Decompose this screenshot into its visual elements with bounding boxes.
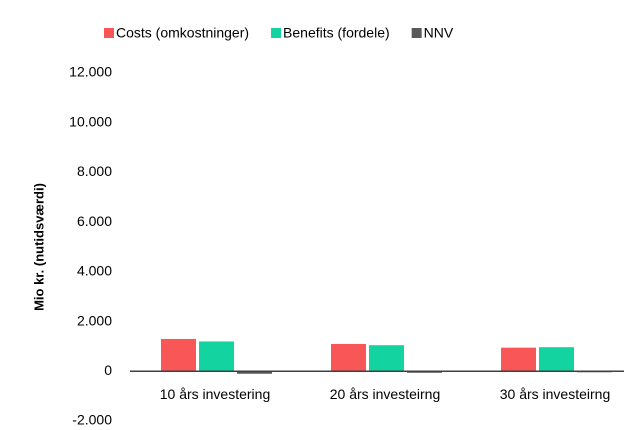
y-tick-label: 10.000 <box>69 113 112 129</box>
bar <box>369 345 404 372</box>
y-axis-title: Mio kr. (nutidsværdi) <box>31 183 46 311</box>
legend-swatch <box>411 28 422 38</box>
bar <box>501 347 536 372</box>
x-tick-label: 10 års investering <box>160 386 271 402</box>
x-tick-label: 20 års investeirng <box>330 386 441 402</box>
legend-label: Costs (omkostninger) <box>116 25 249 41</box>
y-tick-label: 4.000 <box>77 263 112 279</box>
bar <box>161 338 196 372</box>
legend-label: Benefits (fordele) <box>283 25 390 41</box>
legend-swatch <box>271 28 282 38</box>
bar <box>199 341 234 372</box>
y-tick-label: 8.000 <box>77 163 112 179</box>
y-tick-label: -2.000 <box>72 412 112 428</box>
legend-swatch <box>104 28 114 38</box>
x-tick-label: 30 års investeirng <box>500 386 611 402</box>
y-tick-label: 12.000 <box>69 64 112 80</box>
bar <box>237 371 272 374</box>
y-tick-label: 6.000 <box>77 213 112 229</box>
bar <box>331 343 366 372</box>
y-tick-label: 0 <box>104 362 112 378</box>
legend-label: NNV <box>424 25 454 41</box>
y-tick-label: 2.000 <box>77 312 112 328</box>
bar <box>539 347 574 372</box>
